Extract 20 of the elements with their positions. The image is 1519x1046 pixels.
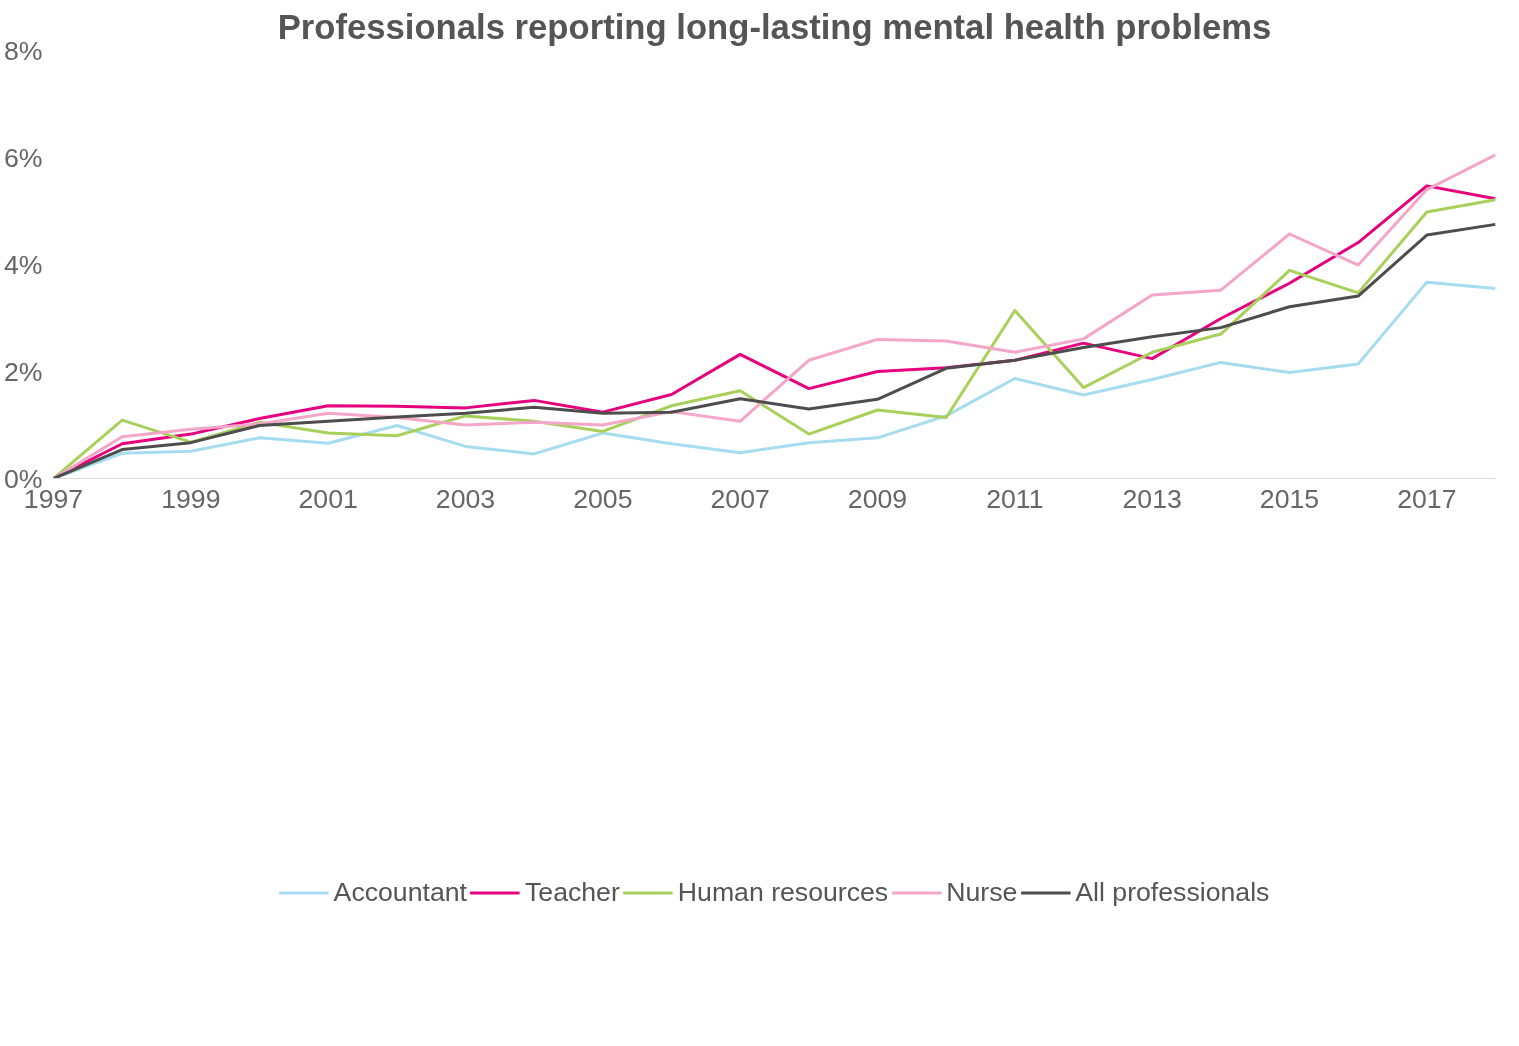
legend-label: Human resources: [677, 876, 889, 908]
legend-label: Teacher: [524, 876, 620, 908]
x-tick-label: 2007: [710, 483, 770, 514]
x-tick-label: 2001: [298, 483, 358, 514]
legend-label: Accountant: [333, 876, 467, 908]
y-tick-label: 8%: [3, 35, 43, 66]
y-tick-label: 6%: [3, 142, 43, 173]
y-tick-label: 2%: [3, 356, 43, 387]
x-tick-label: 2005: [573, 483, 633, 514]
x-tick-label: 2003: [435, 483, 496, 514]
y-tick-label: 4%: [3, 249, 43, 280]
x-tick-label: 2013: [1122, 483, 1182, 514]
legend-label: All professionals: [1075, 876, 1270, 908]
x-tick-label: 2009: [847, 483, 908, 514]
x-tick-label: 2011: [986, 483, 1044, 514]
chart-title: Professionals reporting long-lasting mental health problems: [277, 7, 1272, 46]
x-tick-label: 2017: [1397, 483, 1457, 514]
x-tick-label: 1999: [161, 483, 221, 514]
legend-label: Nurse: [946, 876, 1018, 908]
x-tick-label: 2015: [1259, 483, 1320, 514]
